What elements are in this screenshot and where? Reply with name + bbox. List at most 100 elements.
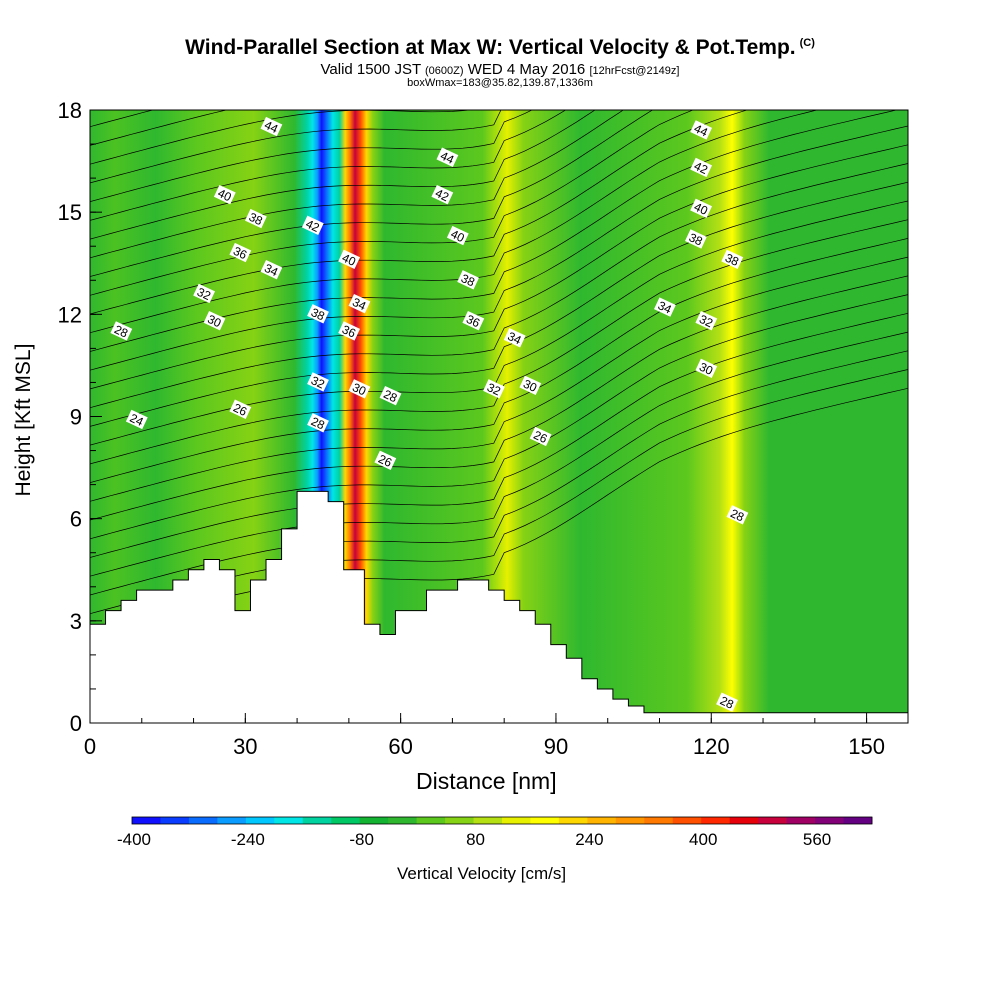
contour-label: 44 [436,147,459,167]
contour-label-text: 28 [309,414,327,432]
contour-label: 44 [260,116,283,136]
y-tick-label: 0 [70,711,82,736]
colorbar-swatch [701,817,731,824]
colorbar-tick-label: 560 [803,830,831,849]
theta-contour-line [90,238,908,483]
contour-label-text: 32 [485,380,503,398]
theta-contour-line [90,110,596,240]
contour-label-text: 38 [687,230,705,248]
theta-contour-line [90,275,908,521]
colorbar-swatch [672,817,702,824]
theta-contour-line [90,125,908,371]
colorbar-swatch [502,817,531,824]
contour-label-text: 40 [692,200,710,218]
contour-label-text: 28 [112,322,130,340]
contour-label-text: 40 [449,227,467,245]
contour-label: 30 [519,375,542,395]
contour-label-text: 34 [656,298,674,316]
y-tick-label: 6 [70,507,82,532]
contour-label: 28 [110,321,133,341]
y-axis-label: Height [Kft MSL] [12,343,35,497]
contour-label-text: 38 [247,210,265,228]
contour-label-text: 42 [433,186,451,204]
x-axis-label-text: Distance [nm] [416,768,557,794]
chart-title-text: Wind-Parallel Section at Max W: Vertical… [185,36,796,59]
contour-label: 42 [690,157,713,177]
contour-label: 28 [379,385,402,405]
x-tick-label: 150 [848,734,885,759]
valid-time-line: Valid 1500 JST (0600Z) WED 4 May 2016 [1… [0,61,1000,78]
contour-label-text: 34 [262,261,280,279]
colorbar-swatch [758,817,788,824]
contour-label: 38 [685,229,707,249]
contour-label-text: 44 [262,118,280,136]
theta-contour-line [90,163,908,409]
contour-label-text: 26 [231,401,249,419]
contour-label: 40 [690,198,713,218]
contour-label: 38 [721,249,744,269]
contour-label-text: 32 [697,312,715,330]
contour-label: 34 [654,297,676,317]
theta-contour-line [90,144,908,390]
colorbar-swatch [473,817,503,824]
colorbar-swatch [217,817,247,824]
contour-label: 38 [307,304,329,324]
contour-label: 42 [301,215,324,235]
theta-contour-line [90,110,533,202]
contour-label: 26 [529,426,552,446]
colorbar-tick-label: 400 [689,830,717,849]
colorbar-swatch [132,817,161,824]
contour-label-text: 28 [728,506,746,524]
theta-contour-line [90,110,154,128]
contour-label: 28 [307,413,329,433]
colorbar-tick-label: 240 [575,830,603,849]
contour-label-text: 44 [438,149,456,167]
box-info-line: boxWmax=183@35.82,139.87,1336m [407,77,593,89]
contour-label-text: 28 [718,693,736,711]
theta-contour-line [90,110,749,315]
y-tick-label: 9 [70,405,82,430]
contour-label-text: 34 [505,329,523,347]
contour-label-text: 38 [309,305,327,323]
contour-label: 30 [695,358,718,378]
contour-label-text: 28 [381,387,399,405]
x-tick-label: 30 [233,734,257,759]
colorbar: -400 -240 -80 80 240 400 560 [117,816,873,849]
copyright-mark: (C) [799,37,815,49]
theta-contour-line [90,312,908,558]
contour-label: 32 [695,310,718,330]
colorbar-swatch [615,817,645,824]
colorbar-tick-label: 80 [466,830,485,849]
contour-label: 30 [203,310,226,330]
contour-label-text: 36 [340,322,358,340]
contour-label: 32 [483,379,505,399]
valid-time-a: Valid 1500 JST [320,61,421,78]
contour-label: 40 [446,225,469,245]
contour-label: 30 [348,379,371,399]
contour-label: 28 [726,505,749,525]
theta-contour-line [90,110,694,296]
colorbar-swatch [331,817,361,824]
theta-contour-line [90,110,567,221]
colorbar-swatch [274,817,304,824]
contour-label-text: 30 [521,377,539,395]
colorbar-swatch [359,817,389,824]
contour-label-text: 36 [464,312,482,330]
colorbar-swatch [786,817,816,824]
valid-time-b: WED 4 May 2016 [467,61,586,78]
contour-label: 26 [374,450,397,470]
contour-label: 34 [348,293,371,313]
contour-label-text: 36 [231,244,249,262]
contour-label-text: 40 [216,186,234,204]
contour-label: 36 [229,242,252,262]
contour-label: 34 [503,328,526,348]
colorbar-tick-label: -240 [231,830,265,849]
contour-label: 40 [213,184,236,204]
colorbar-label-text: Vertical Velocity [cm/s] [397,864,567,883]
contour-label-text: 42 [692,159,710,177]
theta-contour-line [90,110,502,184]
contour-label-text: 32 [309,373,327,391]
theta-contour-line [90,110,819,334]
y-axis: 0 3 6 9 12 15 18 [58,98,102,736]
potential-temperature-contours [90,110,908,633]
